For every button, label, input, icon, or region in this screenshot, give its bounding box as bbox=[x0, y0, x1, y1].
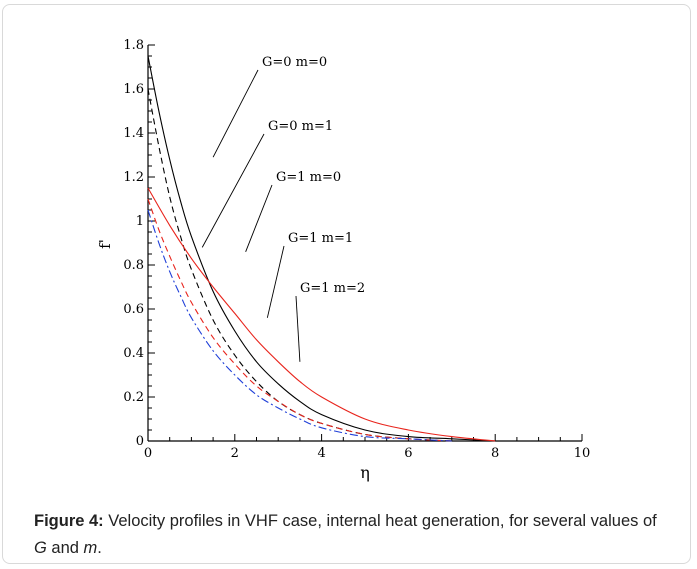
x-tick-label: 4 bbox=[317, 446, 325, 461]
y-tick-label: 0.6 bbox=[123, 302, 144, 317]
y-tick-label: 1.2 bbox=[123, 170, 144, 185]
annotation-label: G=0 m=0 bbox=[262, 55, 327, 70]
annotation-label: G=1 m=0 bbox=[276, 170, 341, 185]
caption-end: . bbox=[97, 539, 102, 557]
chart-axes: 0 2 4 6 8 10 0 0.2 0.4 0.6 0.8 1 1.2 1.4 1.6 1.8 bbox=[123, 38, 590, 461]
annotation-label: G=1 m=1 bbox=[288, 231, 353, 246]
caption-and: and bbox=[46, 539, 84, 557]
series-line-5 bbox=[147, 209, 452, 442]
x-tick-label: 6 bbox=[404, 446, 412, 461]
velocity-profile-chart: 0 2 4 6 8 10 0 0.2 0.4 0.6 0.8 1 1.2 1.4 1.6 1.8 G=0 m=… bbox=[96, 38, 590, 482]
x-tick-label: 0 bbox=[144, 446, 152, 461]
annotation-leader bbox=[212, 69, 259, 158]
x-tick-label: 10 bbox=[574, 446, 591, 461]
figure-caption: Figure 4: Velocity profiles in VHF case,… bbox=[34, 508, 674, 562]
caption-text: Velocity profiles in VHF case, internal … bbox=[103, 512, 657, 530]
annotation-label: G=1 m=2 bbox=[300, 281, 365, 296]
x-axis-label: η bbox=[360, 463, 370, 482]
series-line-4 bbox=[147, 198, 452, 442]
y-tick-label: 1.6 bbox=[123, 82, 144, 97]
caption-var-g: G bbox=[34, 539, 47, 557]
annotation-leader bbox=[295, 295, 301, 362]
series-line-3 bbox=[147, 187, 496, 442]
series-line-2 bbox=[147, 88, 452, 442]
y-tick-label: 1 bbox=[136, 214, 144, 229]
caption-var-m: m bbox=[83, 539, 98, 557]
chart-annotations: G=0 m=0 G=0 m=1 G=1 m=0 G=1 m=1 G=1 m=2 bbox=[201, 55, 365, 362]
chart-series bbox=[147, 55, 496, 442]
y-tick-label: 1.4 bbox=[123, 126, 144, 141]
y-tick-label: 0.2 bbox=[123, 390, 144, 405]
annotation-leader bbox=[201, 133, 265, 248]
figure-frame bbox=[2, 4, 691, 564]
annotation-leader bbox=[266, 245, 285, 318]
y-axis-label: f' bbox=[96, 239, 114, 249]
y-tick-label: 0.8 bbox=[123, 258, 144, 273]
annotation-leader bbox=[245, 184, 273, 252]
x-tick-label: 2 bbox=[231, 446, 239, 461]
y-tick-label: 0 bbox=[136, 434, 144, 449]
y-tick-label: 0.4 bbox=[123, 346, 144, 361]
caption-label: Figure 4: bbox=[34, 512, 104, 530]
x-tick-label: 8 bbox=[491, 446, 499, 461]
y-tick-label: 1.8 bbox=[123, 38, 144, 53]
series-line-1 bbox=[147, 55, 496, 442]
annotation-label: G=0 m=1 bbox=[268, 119, 333, 134]
